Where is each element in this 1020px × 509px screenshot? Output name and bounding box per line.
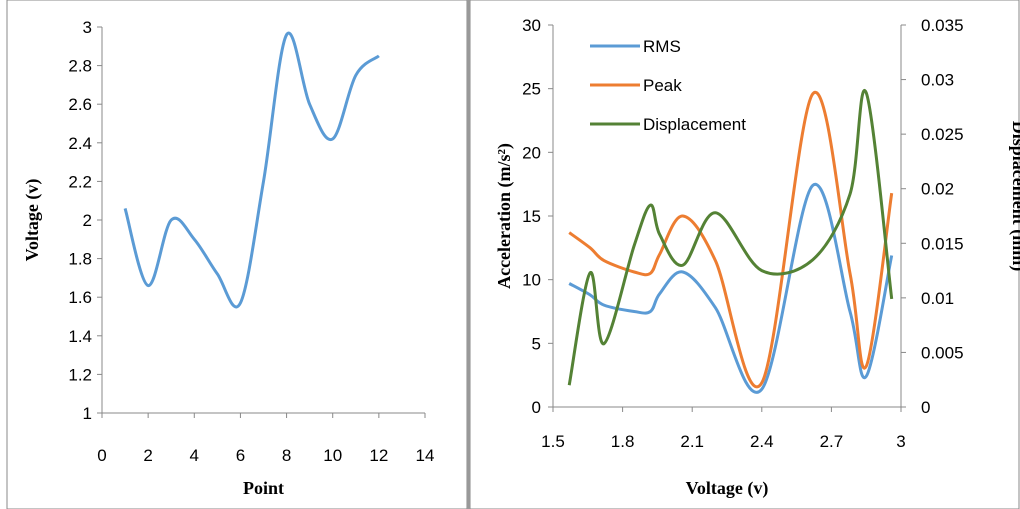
x-tick-label: 8 — [282, 446, 291, 465]
x-tick-label: 6 — [236, 446, 245, 465]
x-tick-label: 4 — [190, 446, 199, 465]
legend-label: Peak — [643, 76, 682, 95]
y-tick-label: 2 — [83, 211, 92, 230]
y-tick-label: 2.2 — [68, 172, 92, 191]
legend-label: RMS — [643, 37, 681, 56]
y-tick-label: 15 — [522, 207, 541, 226]
y-tick-label: 2.6 — [68, 95, 92, 114]
secondary-y-tick-label: 0.035 — [921, 16, 964, 35]
y-tick-label: 25 — [522, 80, 541, 99]
x-tick-label: 2.4 — [750, 432, 774, 451]
x-tick-group: 1.5 1.8 2.1 2.4 2.7 3 — [541, 407, 906, 451]
x-tick-label: 1.5 — [541, 432, 565, 451]
secondary-y-axis-title: Displacement (mm) — [1008, 121, 1020, 271]
legend-label: Displacement — [643, 115, 746, 134]
series-line-voltage — [123, 31, 380, 309]
x-tick-label: 10 — [323, 446, 342, 465]
voltage-point-chart: 11.21.41.61.822.22.42.62.83 0 2 4 6 8 10 12 14 … — [22, 18, 434, 498]
y-tick-label: 2.4 — [68, 134, 92, 153]
y-tick-label: 10 — [522, 271, 541, 290]
y-tick-label: 2.8 — [68, 57, 92, 76]
x-axis-title: Voltage (v) — [686, 478, 769, 499]
secondary-y-tick-label: 0.025 — [921, 125, 964, 144]
x-tick-label: 12 — [369, 446, 388, 465]
y-tick-label: 0 — [532, 398, 541, 417]
secondary-y-tick-label: 0.015 — [921, 234, 964, 253]
secondary-y-tick-label: 0.01 — [921, 289, 954, 308]
secondary-y-tick-label: 0.005 — [921, 343, 964, 362]
y-tick-label: 30 — [522, 16, 541, 35]
y-tick-label: 3 — [83, 18, 92, 37]
x-tick-label: 2.1 — [680, 432, 704, 451]
y-tick-label: 5 — [532, 334, 541, 353]
secondary-y-tick-group: 0 0.005 0.01 0.015 0.02 0.025 0.03 0.035 — [901, 16, 964, 417]
series-line-displacement — [567, 88, 894, 386]
series-group — [567, 88, 894, 394]
y-tick-label: 20 — [522, 143, 541, 162]
x-tick-label: 2.7 — [820, 432, 844, 451]
y-tick-label: 1.2 — [68, 365, 92, 384]
acceleration-displacement-chart: 0 5 10 15 20 25 30 0 0.005 0.01 0.015 0.02 0.025 0.0… — [494, 16, 1020, 499]
y-axis-title: Voltage (v) — [22, 179, 43, 262]
x-tick-group: 0 2 4 6 8 10 12 14 — [97, 413, 434, 465]
x-tick-label: 2 — [143, 446, 152, 465]
y-tick-label: 1.4 — [68, 327, 92, 346]
x-axis-title: Point — [243, 478, 284, 498]
y-axis-title: Acceleration (m/s²) — [494, 143, 515, 289]
x-tick-label: 14 — [416, 446, 435, 465]
legend: RMS Peak Displacement — [590, 37, 746, 134]
x-tick-label: 1.8 — [611, 432, 635, 451]
secondary-y-tick-label: 0.02 — [921, 180, 954, 199]
y-tick-group: 0 5 10 15 20 25 30 — [522, 16, 553, 417]
y-tick-label: 1.6 — [68, 288, 92, 307]
series-group — [123, 31, 380, 309]
x-tick-label: 0 — [97, 446, 106, 465]
secondary-y-tick-label: 0 — [921, 398, 930, 417]
y-tick-group: 1 1.2 1.4 1.6 1.8 2 2.2 2.4 2.6 2.8 3 — [68, 18, 102, 423]
y-tick-label: 1.8 — [68, 250, 92, 269]
series-line-peak — [568, 90, 894, 389]
y-tick-label: 1 — [83, 404, 92, 423]
series-line-rms — [568, 182, 894, 394]
secondary-y-tick-label: 0.03 — [921, 71, 954, 90]
x-tick-label: 3 — [896, 432, 905, 451]
